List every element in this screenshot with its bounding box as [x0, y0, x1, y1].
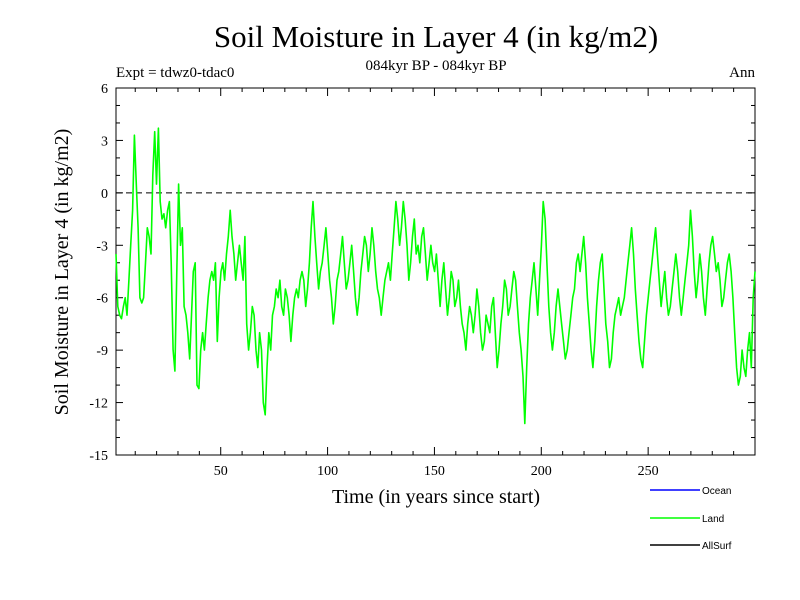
y-tick-label: -15	[89, 449, 108, 464]
x-tick-label: 100	[317, 464, 338, 479]
experiment-label: Expt = tdwz0-tdac0	[116, 65, 234, 81]
y-tick-label: 0	[101, 187, 108, 202]
legend-label-allsurf: AllSurf	[702, 541, 732, 552]
y-tick-label: -9	[96, 344, 108, 359]
season-label: Ann	[729, 65, 755, 81]
legend-label-land: Land	[702, 514, 724, 525]
x-tick-label: 150	[424, 464, 445, 479]
series-line-land	[115, 127, 756, 425]
legend: Ocean Land AllSurf	[650, 486, 732, 552]
legend-label-ocean: Ocean	[702, 486, 731, 497]
x-axis-label: Time (in years since start)	[332, 486, 540, 508]
x-tick-label: 200	[531, 464, 552, 479]
y-axis-label: Soil Moisture in Layer 4 (in kg/m2)	[51, 129, 73, 416]
y-tick-label: 6	[101, 82, 108, 97]
y-tick-label: -3	[96, 239, 108, 254]
plot-area: 6 3 0 -3 -6 -9 -12 -15 50 100 150 200 250	[89, 82, 756, 479]
chart-title: Soil Moisture in Layer 4 (in kg/m2)	[214, 19, 658, 54]
y-tick-label: -6	[96, 292, 108, 307]
x-tick-label: 250	[638, 464, 659, 479]
y-tick-label: -12	[89, 397, 108, 412]
y-tick-label: 3	[101, 134, 108, 149]
chart-subtitle: 084kyr BP - 084kyr BP	[365, 58, 506, 74]
x-tick-label: 50	[214, 464, 228, 479]
